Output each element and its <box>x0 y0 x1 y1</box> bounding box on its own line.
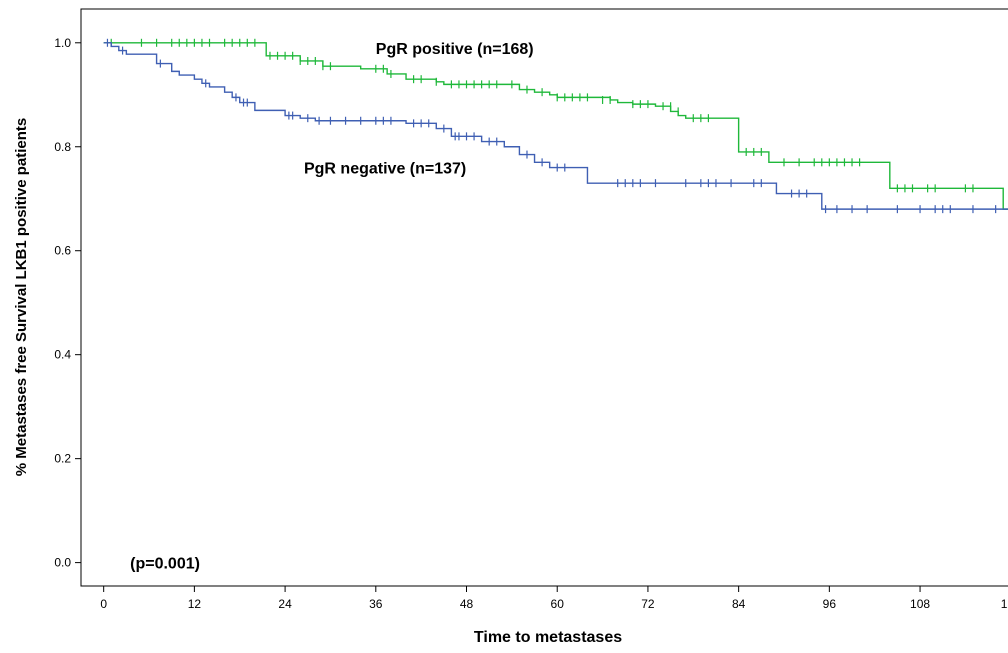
annotation-label: (p=0.001) <box>130 556 200 573</box>
x-tick-label: 0 <box>100 597 107 611</box>
x-tick-label: 108 <box>910 597 930 611</box>
x-tick-label: 72 <box>641 597 655 611</box>
y-axis: 0.0 0.2 0.4 0.6 0.8 1.0 <box>54 36 81 570</box>
y-tick-label: 1.0 <box>54 36 71 50</box>
x-axis: 0 12 24 36 48 60 72 84 96 108 120 <box>100 586 1008 611</box>
x-tick-label: 24 <box>278 597 292 611</box>
x-tick-label: 60 <box>551 597 565 611</box>
x-tick-label: 36 <box>369 597 383 611</box>
series-line-pgr-negative <box>103 42 1008 210</box>
y-tick-label: 0.2 <box>54 452 71 466</box>
y-tick-label: 0.8 <box>54 140 71 154</box>
y-axis-title: % Metastases free Survival LKB1 positive… <box>13 118 30 476</box>
x-tick-label: 84 <box>732 597 746 611</box>
y-tick-label: 0.0 <box>54 556 71 570</box>
y-tick-label: 0.4 <box>54 348 71 362</box>
x-tick-label: 12 <box>188 597 202 611</box>
plot-frame <box>80 8 1008 587</box>
annotation-label: PgR negative (n=137) <box>304 161 466 178</box>
x-axis-title: Time to metastases <box>474 629 622 646</box>
annotation-label: PgR positive (n=168) <box>376 41 534 58</box>
x-tick-label: 96 <box>823 597 837 611</box>
y-tick-label: 0.6 <box>54 244 71 258</box>
annotation-layer: PgR positive (n=168) PgR negative (n=137)… <box>130 41 533 573</box>
series-layer <box>103 38 1008 214</box>
x-tick-label: 120 <box>1001 597 1008 611</box>
x-tick-label: 48 <box>460 597 474 611</box>
